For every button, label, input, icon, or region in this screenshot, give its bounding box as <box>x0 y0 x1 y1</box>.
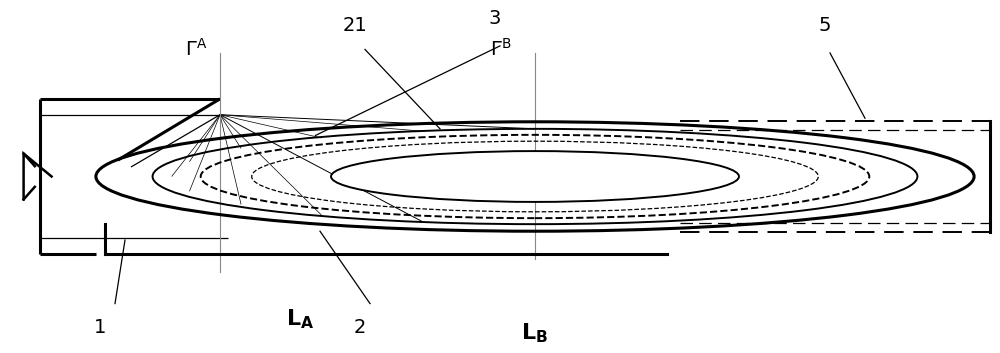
Text: 1: 1 <box>94 318 106 337</box>
Text: 2: 2 <box>354 318 366 337</box>
Text: 5: 5 <box>819 16 831 35</box>
Text: 21: 21 <box>343 16 367 35</box>
Text: $\mathsf{\Gamma}^{\mathsf{B}}$: $\mathsf{\Gamma}^{\mathsf{B}}$ <box>490 38 511 60</box>
Text: $\mathsf{\Gamma}^{\mathsf{A}}$: $\mathsf{\Gamma}^{\mathsf{A}}$ <box>185 38 207 60</box>
Ellipse shape <box>331 151 739 202</box>
Text: $\mathbf{L}_{\mathbf{A}}$: $\mathbf{L}_{\mathbf{A}}$ <box>286 307 314 331</box>
Text: 3: 3 <box>489 9 501 28</box>
Text: $\mathbf{L}_{\mathbf{B}}$: $\mathbf{L}_{\mathbf{B}}$ <box>521 321 549 345</box>
